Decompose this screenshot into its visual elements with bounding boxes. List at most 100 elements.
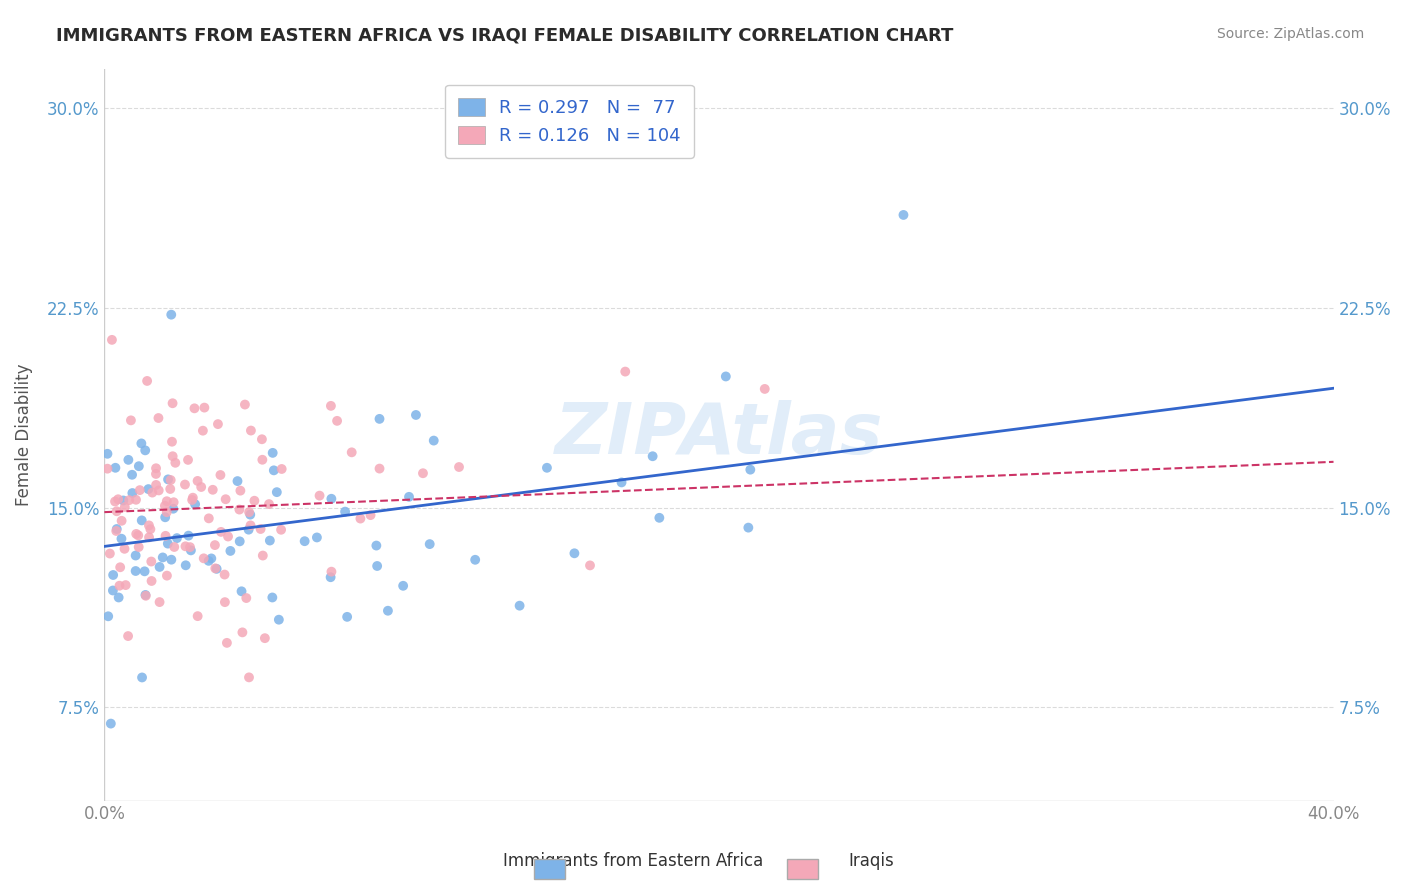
Point xyxy=(125,492,148,507)
Point xyxy=(249,522,271,536)
Point xyxy=(139,522,162,536)
Point xyxy=(101,568,124,582)
Point xyxy=(366,539,388,553)
Point xyxy=(377,604,399,618)
Point xyxy=(464,553,486,567)
Point xyxy=(259,533,281,548)
Point xyxy=(184,497,207,511)
Point xyxy=(229,483,252,498)
Point xyxy=(333,505,356,519)
Point xyxy=(239,518,262,533)
Point xyxy=(321,565,343,579)
Point xyxy=(740,463,762,477)
Point xyxy=(217,529,239,543)
Point xyxy=(270,462,292,476)
Point xyxy=(181,491,204,505)
Point xyxy=(156,494,179,508)
Point xyxy=(270,523,292,537)
Point xyxy=(177,528,200,542)
Point xyxy=(156,505,179,519)
Point xyxy=(148,483,170,498)
Point xyxy=(231,625,253,640)
Point xyxy=(250,432,273,446)
Point xyxy=(120,413,142,427)
Point xyxy=(107,591,129,605)
Point xyxy=(160,552,183,566)
Point xyxy=(447,460,470,475)
Point xyxy=(714,369,737,384)
Point xyxy=(614,365,637,379)
Point xyxy=(340,445,363,459)
Point xyxy=(174,539,197,553)
Point xyxy=(321,491,343,506)
Point xyxy=(262,591,284,605)
Point xyxy=(226,474,249,488)
Point xyxy=(141,574,163,588)
Point xyxy=(252,452,274,467)
Point xyxy=(262,446,284,460)
Point xyxy=(257,497,280,511)
Point xyxy=(149,560,172,574)
Point xyxy=(893,208,915,222)
Point xyxy=(193,551,215,566)
Point xyxy=(114,578,136,592)
Point xyxy=(128,540,150,554)
Point xyxy=(118,493,141,508)
Point xyxy=(134,565,156,579)
Point xyxy=(509,599,531,613)
Point xyxy=(233,398,256,412)
Point xyxy=(349,511,371,525)
Point xyxy=(579,558,602,573)
Point xyxy=(134,588,156,602)
Point xyxy=(204,538,226,552)
Point xyxy=(174,558,197,573)
Point xyxy=(368,412,391,426)
Point xyxy=(145,478,167,492)
Point xyxy=(131,513,153,527)
Point xyxy=(191,424,214,438)
Point xyxy=(127,528,149,542)
Point xyxy=(207,417,229,431)
Point xyxy=(114,541,136,556)
Point xyxy=(319,399,342,413)
Point xyxy=(180,543,202,558)
Point xyxy=(190,480,212,494)
Point xyxy=(737,521,759,535)
Text: Iraqis: Iraqis xyxy=(849,852,894,870)
Point xyxy=(536,460,558,475)
Point xyxy=(105,504,128,518)
Text: Source: ZipAtlas.com: Source: ZipAtlas.com xyxy=(1216,27,1364,41)
Point xyxy=(366,559,388,574)
Point xyxy=(252,549,274,563)
Point xyxy=(166,531,188,545)
Point xyxy=(209,524,232,539)
Point xyxy=(162,449,184,463)
Point xyxy=(165,456,187,470)
Point xyxy=(319,570,342,584)
Text: ZIPAtlas: ZIPAtlas xyxy=(555,401,883,469)
Point xyxy=(267,613,290,627)
Point xyxy=(163,495,186,509)
Point xyxy=(153,510,176,524)
Point xyxy=(564,546,586,560)
Point xyxy=(162,396,184,410)
Point xyxy=(162,501,184,516)
Point xyxy=(174,477,197,491)
Point xyxy=(360,508,382,522)
Point xyxy=(253,631,276,645)
Point xyxy=(177,453,200,467)
Point xyxy=(243,493,266,508)
Point xyxy=(405,408,427,422)
Point xyxy=(108,579,131,593)
Point xyxy=(215,492,238,507)
Point xyxy=(159,482,181,496)
Point xyxy=(96,461,118,475)
Point xyxy=(187,474,209,488)
Point xyxy=(181,493,204,508)
Point xyxy=(368,461,391,475)
Point xyxy=(235,591,257,605)
Point xyxy=(117,629,139,643)
Point xyxy=(160,308,183,322)
Point xyxy=(266,485,288,500)
Point xyxy=(124,549,146,563)
